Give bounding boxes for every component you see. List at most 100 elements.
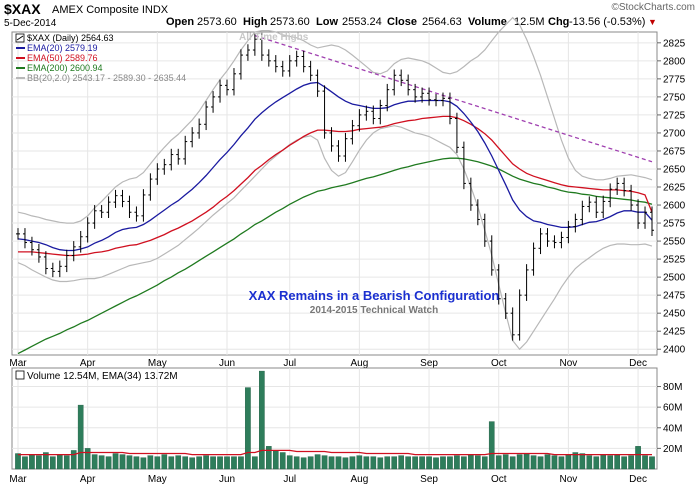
volume-value: 12.5M [514, 16, 545, 28]
volume-bar [405, 456, 411, 470]
volume-bar [495, 455, 502, 470]
volume-bar [488, 421, 495, 470]
volume-bar [335, 456, 342, 470]
volume-bar [119, 454, 126, 470]
y-tick-label: 2625 [663, 183, 686, 194]
volume-bar [300, 457, 307, 470]
volume-panel [11, 367, 658, 470]
y-tick-label: 2675 [663, 146, 686, 157]
volume-bar [266, 446, 272, 470]
volume-bar [245, 387, 251, 470]
x-tick-label: Dec [629, 358, 647, 369]
x-tick-label: Apr [80, 358, 96, 369]
y-tick-label: 60M [663, 403, 682, 414]
moving-averages [17, 81, 653, 355]
volume-bar [217, 456, 223, 470]
volume-bar [391, 456, 398, 470]
x-tick-label: Jul [283, 358, 296, 369]
volume-bar [537, 456, 544, 470]
volume-bar [133, 456, 140, 470]
y-tick-label: 2800 [663, 56, 686, 67]
watermark: ©StockCharts.com [611, 2, 695, 13]
volume-bar [586, 455, 593, 470]
y-tick-label: 2750 [663, 92, 686, 103]
volume-bar [614, 454, 620, 470]
high-value: 2573.60 [270, 16, 310, 28]
volume-bar [544, 454, 551, 470]
volume-bar [140, 457, 147, 470]
volume-bar [356, 455, 363, 470]
y-tick-label: 2600 [663, 201, 686, 212]
x-tick-label: Mar [9, 474, 27, 485]
legend-ema200: EMA(200) 2600.94 [27, 63, 103, 73]
volume-bar [579, 453, 586, 470]
chg-label: Chg [548, 16, 569, 28]
volume-bar [593, 456, 600, 470]
volume-bar [412, 456, 418, 470]
bollinger-bands [17, 16, 653, 351]
volume-legend: Volume 12.54M, EMA(34) 13.72M [27, 371, 178, 382]
chg-down-arrow-icon: ▼ [648, 17, 657, 27]
volume-bar [516, 454, 523, 470]
ema50-line [18, 115, 653, 257]
volume-bar [112, 453, 119, 470]
low-label: Low [316, 16, 338, 28]
volume-label: Volume [468, 16, 507, 28]
y-tick-label: 2775 [663, 74, 686, 85]
x-tick-label: Aug [350, 358, 368, 369]
volume-bar [475, 455, 481, 470]
x-tick-label: Dec [629, 474, 647, 485]
volume-bar [642, 455, 648, 470]
volume-bar [607, 455, 614, 470]
volume-bar [523, 453, 530, 470]
volume-bar [189, 457, 195, 470]
volume-bar [454, 455, 460, 470]
volume-bar [419, 456, 425, 470]
open-value: 2573.60 [197, 16, 237, 28]
volume-bar [314, 454, 321, 470]
volume-bar [279, 452, 286, 470]
open-label: Open [166, 16, 194, 28]
volume-bar [56, 454, 63, 470]
volume-bar [461, 456, 467, 470]
volume-bar [203, 455, 209, 470]
legend-ema20: EMA(20) 2579.19 [27, 43, 98, 53]
volume-bar [168, 456, 175, 470]
bb-upper-line [17, 16, 653, 224]
price-bars [16, 33, 654, 341]
volume-bar [36, 455, 42, 470]
volume-bar [307, 456, 314, 470]
volume-bar [293, 456, 300, 470]
x-tick-label: Jun [219, 474, 235, 485]
volume-bar [426, 456, 432, 470]
y-tick-label: 2450 [663, 309, 686, 320]
y-tick-label: 2575 [663, 219, 686, 230]
volume-bar [231, 456, 237, 470]
volume-bar [621, 456, 627, 470]
volume-bar [600, 454, 607, 470]
volume-bars [15, 370, 655, 470]
close-value: 2564.63 [422, 16, 462, 28]
volume-bar [63, 455, 70, 470]
volume-bar [635, 446, 641, 470]
volume-bar [551, 455, 558, 470]
volume-bar [98, 455, 105, 470]
volume-bar [433, 457, 439, 470]
volume-bar [502, 454, 509, 470]
chart-date: 5-Dec-2014 [4, 18, 57, 29]
volume-bar [328, 456, 335, 470]
volume-y-axis: 20M 40M 60M 80M [657, 382, 682, 455]
ema200-line [17, 157, 653, 355]
volume-ema [18, 449, 652, 456]
volume-bar [43, 452, 49, 470]
volume-bar [370, 456, 377, 470]
x-tick-label: Sep [420, 474, 438, 485]
volume-ema-line [18, 449, 652, 456]
volume-bar [238, 456, 244, 470]
volume-bar [175, 455, 182, 470]
y-tick-label: 2425 [663, 327, 686, 338]
ema20-line [17, 81, 653, 252]
y-tick-label: 2475 [663, 291, 686, 302]
volume-x-axis: Mar Apr May Jun Jul Aug Sep Oct Nov Dec [9, 474, 647, 485]
